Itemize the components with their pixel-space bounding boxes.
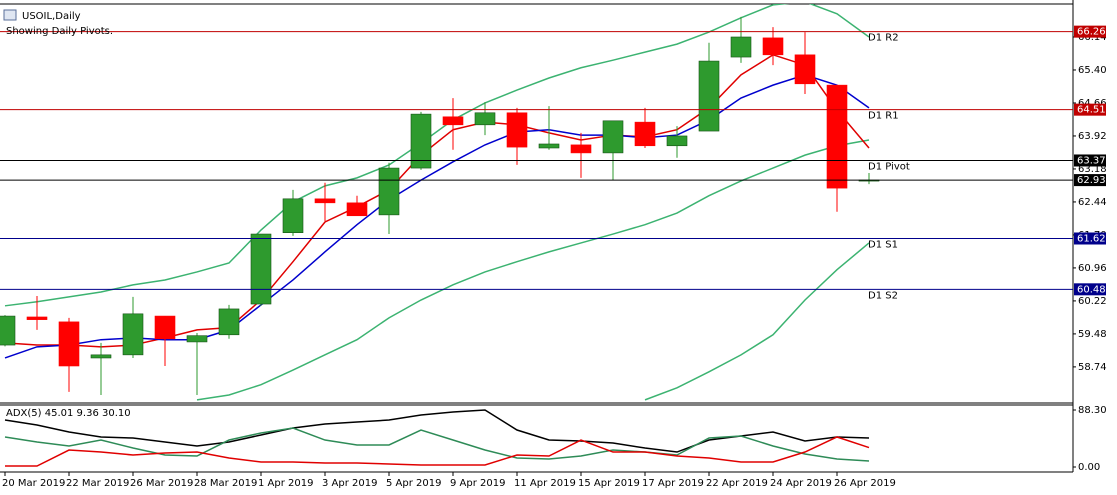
price-box [1074, 174, 1106, 187]
candle-body [442, 116, 464, 126]
pivot-label: D1 S2 [868, 290, 898, 301]
x-tick-label: 24 Apr 2019 [770, 478, 832, 489]
indicator-line [4, 74, 870, 359]
candle-body [346, 202, 368, 217]
candle-body [218, 308, 240, 336]
y-tick-label: 63.92 [1078, 131, 1107, 142]
candle-body [122, 313, 144, 356]
price-box-label: 66.26 [1077, 27, 1106, 38]
indicator-line [5, 436, 870, 467]
candle-body [506, 112, 528, 148]
x-tick-label: 11 Apr 2019 [514, 478, 576, 489]
candle-body [26, 316, 48, 320]
y-tick-label: 63.18 [1078, 164, 1107, 175]
price-box-label: 64.51 [1077, 105, 1106, 116]
price-box [1074, 232, 1106, 245]
adx-panel [4, 409, 870, 467]
axes: 20 Mar 2019 22 Mar 2019 26 Mar 2019 28 Mar … [2, 25, 1107, 489]
price-box-label: 61.62 [1077, 233, 1106, 244]
price-box-label: 63.37 [1077, 155, 1106, 166]
x-tick-label: 22 Apr 2019 [706, 478, 768, 489]
candle-body [826, 84, 848, 189]
y-tick-label: 62.44 [1078, 197, 1107, 208]
candle-body [154, 315, 176, 340]
main-panel [0, 4, 1073, 401]
price-box [1074, 154, 1106, 167]
candle-body [186, 335, 208, 343]
y-tick-label: 65.40 [1078, 65, 1107, 76]
candle-body [474, 112, 496, 126]
x-tick-label: 26 Apr 2019 [834, 478, 896, 489]
candle-body [794, 54, 816, 85]
candle-body [314, 198, 336, 204]
indicator-line [4, 427, 870, 462]
pivot-label: D1 R1 [868, 111, 899, 122]
indicator-title: ADX(5) 45.01 9.36 30.10 [6, 408, 131, 419]
candle-body [378, 167, 400, 216]
candle-body [666, 135, 688, 147]
candle-body [410, 113, 432, 169]
y-tick-label: 58.74 [1078, 362, 1107, 373]
y-tick-label: 0.00 [1078, 462, 1100, 473]
y-tick-label: 60.22 [1078, 296, 1107, 307]
x-tick-label: 20 Mar 2019 [2, 478, 65, 489]
candle-body [634, 121, 656, 147]
pivot-label: D1 Pivot [868, 161, 910, 172]
indicator-line [196, 139, 870, 401]
price-box [1074, 25, 1106, 38]
x-tick-label: 22 Mar 2019 [66, 478, 129, 489]
y-tick-label: 59.48 [1078, 329, 1107, 340]
x-tick-label: 3 Apr 2019 [322, 478, 377, 489]
candle-body [698, 60, 720, 132]
y-tick-label: 64.66 [1078, 98, 1107, 109]
indicator-line [4, 409, 870, 453]
candle-body [58, 321, 80, 367]
pivot-label: D1 S1 [868, 239, 898, 250]
x-tick-label: 1 Apr 2019 [258, 478, 313, 489]
pivot-label: D1 R2 [868, 33, 899, 44]
y-tick-label: 88.30 [1078, 405, 1107, 416]
candle-body [762, 37, 784, 56]
candle-body [250, 233, 272, 305]
candle-body [602, 120, 624, 154]
candle-body [730, 36, 752, 58]
price-box [1074, 283, 1106, 296]
symbol-icon [3, 9, 17, 21]
chart-subtitle: Showing Daily Pivots. [6, 26, 113, 37]
x-tick-label: 28 Mar 2019 [194, 478, 257, 489]
candle-body [538, 143, 560, 149]
indicator-line [4, 4, 870, 307]
x-tick-label: 15 Apr 2019 [578, 478, 640, 489]
price-box-label: 62.93 [1077, 175, 1106, 186]
chart-title: USOIL,Daily [22, 11, 81, 22]
candle-body [0, 315, 16, 346]
indicator-line [644, 242, 870, 401]
indicator-line [4, 54, 870, 348]
x-tick-label: 26 Mar 2019 [130, 478, 193, 489]
price-box-label: 60.48 [1077, 284, 1106, 295]
x-tick-label: 17 Apr 2019 [642, 478, 704, 489]
y-tick-label: 60.96 [1078, 263, 1107, 274]
candle-body [570, 144, 592, 154]
candle-body [282, 198, 304, 234]
x-tick-label: 5 Apr 2019 [386, 478, 441, 489]
x-tick-label: 9 Apr 2019 [450, 478, 505, 489]
price-box [1074, 103, 1106, 116]
candle-body [90, 354, 112, 359]
